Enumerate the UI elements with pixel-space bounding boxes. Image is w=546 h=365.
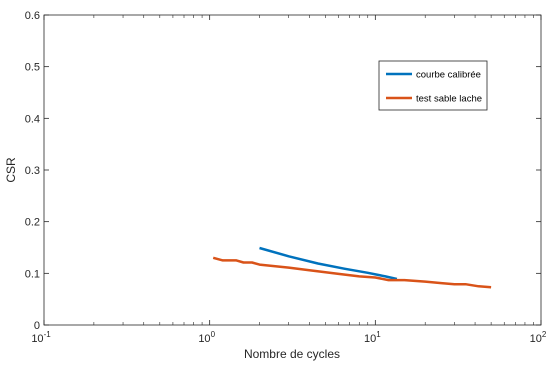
legend: courbe calibrée test sable lache bbox=[378, 60, 488, 111]
y-tick-label: 0 bbox=[34, 320, 40, 332]
legend-label-courbe-calibree: courbe calibrée bbox=[416, 70, 481, 81]
series-line-0 bbox=[259, 246, 398, 281]
x-tick-label: 101 bbox=[364, 330, 381, 345]
y-tick-label: 0.2 bbox=[25, 217, 40, 229]
x-tick-label: 102 bbox=[530, 330, 546, 345]
x-tick-label: 100 bbox=[198, 330, 215, 345]
legend-box bbox=[378, 60, 488, 111]
ticks-layer: 0 0.1 0.2 0.3 0.4 0.5 0.6 10-1 100 101 102 bbox=[25, 10, 546, 345]
y-tick-label: 0.5 bbox=[25, 62, 40, 74]
legend-label-test-sable-lache: test sable lache bbox=[416, 94, 482, 105]
series-line-1 bbox=[212, 256, 492, 289]
y-tick-label: 0.1 bbox=[25, 268, 40, 280]
x-axis-label: Nombre de cycles bbox=[244, 347, 340, 361]
y-axis-label: CSR bbox=[4, 157, 18, 183]
x-tick-label: 10-1 bbox=[31, 330, 51, 345]
y-tick-label: 0.3 bbox=[25, 165, 40, 177]
series-layer bbox=[212, 246, 492, 289]
y-tick-label: 0.4 bbox=[25, 113, 40, 125]
y-tick-label: 0.6 bbox=[25, 10, 40, 22]
